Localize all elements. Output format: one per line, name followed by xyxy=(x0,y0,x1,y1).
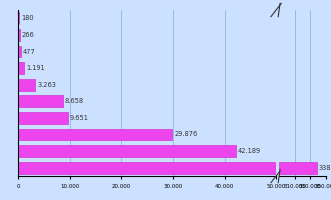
Text: 8.658: 8.658 xyxy=(65,98,84,104)
Bar xyxy=(18,145,236,157)
Text: 477: 477 xyxy=(23,48,35,54)
Bar xyxy=(18,46,21,57)
Bar xyxy=(18,79,35,91)
Text: 3.263: 3.263 xyxy=(37,82,56,88)
Text: 42.189: 42.189 xyxy=(238,148,261,154)
Bar xyxy=(279,162,317,174)
Bar xyxy=(18,95,63,107)
Text: 29.876: 29.876 xyxy=(174,132,198,138)
Text: 338.960: 338.960 xyxy=(318,165,331,171)
Bar xyxy=(18,12,19,24)
Text: 180: 180 xyxy=(21,15,34,21)
Bar xyxy=(18,129,172,140)
Bar xyxy=(18,29,20,41)
Text: 266: 266 xyxy=(22,32,34,38)
Text: 1.191: 1.191 xyxy=(26,65,45,71)
Bar xyxy=(18,112,68,124)
Text: 9.651: 9.651 xyxy=(70,115,89,121)
Bar xyxy=(18,62,24,74)
Bar xyxy=(18,162,276,174)
